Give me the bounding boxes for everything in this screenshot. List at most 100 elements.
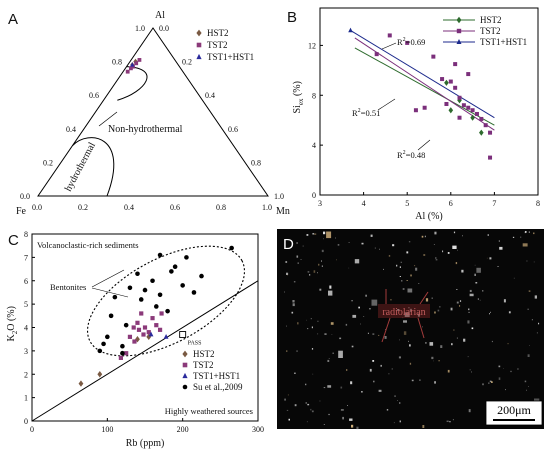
bentonites-pointer-1: [91, 269, 125, 288]
tick-right-1: 0.8: [251, 158, 261, 167]
grain: [418, 283, 420, 284]
point-c-3-18: [184, 255, 189, 260]
xtick-label-b-3: 6: [449, 199, 453, 208]
grain: [323, 387, 326, 389]
vertex-al-label: Al: [155, 10, 165, 21]
legend-marker-c-1: [182, 362, 188, 368]
grain: [396, 264, 398, 267]
grain: [482, 290, 484, 292]
grain: [489, 257, 492, 260]
grain: [429, 342, 434, 346]
tick-left-4: 0.8: [112, 58, 122, 67]
ytick-label-c-8: 8: [24, 230, 28, 239]
tick-right-0: 1.0: [274, 192, 284, 201]
grain: [380, 364, 382, 367]
grain: [318, 263, 320, 266]
point-b-1-14: [488, 130, 493, 135]
grain: [414, 265, 416, 267]
grain: [435, 257, 437, 259]
point-tst2-0: [125, 69, 130, 74]
grain: [507, 343, 509, 345]
grain: [437, 309, 440, 312]
r2-value-0: =0.69: [406, 37, 426, 47]
volcanoclastic-label: Volcanoclastic-rich sediments: [37, 240, 139, 250]
legend-label-b-0: HST2: [480, 15, 502, 25]
grain: [522, 243, 528, 247]
grain: [400, 261, 402, 263]
point-b-1-6: [453, 85, 458, 90]
r2-label-2: R2=0.48: [397, 150, 425, 160]
point-c-1-3: [131, 325, 136, 330]
grain: [468, 311, 470, 313]
grain: [531, 319, 533, 321]
grain: [474, 273, 476, 276]
grain: [411, 379, 414, 382]
grain: [398, 356, 401, 359]
scalebar: 200μm: [485, 400, 543, 426]
point-b-1-0: [374, 52, 379, 57]
grain: [528, 290, 531, 292]
grain: [525, 231, 527, 233]
grain: [348, 242, 350, 243]
grain: [297, 322, 299, 325]
ytick-label-c-3: 3: [24, 347, 28, 356]
volcanoclastic-ellipse: [86, 245, 246, 357]
point-b-1-21: [444, 101, 449, 106]
ylabel-b: Siex (%): [292, 81, 305, 113]
grain: [491, 381, 493, 383]
point-b-1-8: [461, 103, 466, 108]
grain: [397, 400, 398, 401]
grain: [536, 332, 538, 334]
radiolarian-label-bg: [378, 304, 430, 318]
grain: [383, 268, 384, 270]
grain: [323, 231, 326, 235]
legend-marker-0: [196, 29, 202, 37]
point-c-1-2: [127, 334, 133, 339]
point-c-3-6: [123, 322, 129, 328]
grain: [293, 281, 296, 283]
tick-right-2: 0.6: [228, 125, 238, 134]
grain: [477, 298, 479, 300]
point-c-0-3: [146, 333, 152, 341]
grain: [469, 293, 474, 297]
xlabel-c: Rb (ppm): [126, 438, 165, 449]
xtick-label-b-1: 4: [362, 199, 366, 208]
grain: [284, 398, 286, 401]
ytick-label-c-2: 2: [24, 370, 28, 379]
grain: [435, 259, 438, 261]
grain: [350, 381, 353, 385]
grain: [310, 408, 312, 411]
grain: [292, 300, 295, 303]
grain: [469, 369, 471, 371]
tick-right-5: 0.0: [159, 24, 169, 33]
grain: [467, 356, 469, 358]
point-c-3-21: [229, 245, 234, 251]
ytick-label-c-1: 1: [24, 394, 28, 403]
grain: [287, 394, 289, 396]
grain: [307, 403, 310, 406]
point-c-0-0: [78, 380, 84, 387]
point-b-2-0: [348, 27, 353, 33]
panel-a: A Al Fe Mn 0.0 1.0 0.0 0.2 0.8 0.2 0.4 0.6 0.4 0.6 0.…: [8, 10, 290, 217]
grain: [330, 322, 334, 325]
grain: [527, 354, 530, 357]
grain: [524, 380, 527, 383]
grain: [327, 385, 332, 388]
point-c-3-1: [101, 341, 106, 347]
r2-value-1: =0.51: [361, 108, 381, 118]
grain: [488, 382, 490, 384]
grain: [384, 336, 387, 339]
point-c-1-11: [159, 311, 164, 316]
point-b-1-2: [405, 40, 410, 45]
grain: [288, 418, 290, 421]
grain: [367, 332, 369, 334]
tick-bottom-3: 0.6: [170, 203, 180, 212]
r2-r-2: R: [397, 150, 403, 160]
grain: [323, 238, 324, 240]
grain: [399, 266, 401, 268]
tick-bottom-5: 1.0: [262, 203, 272, 212]
grain: [312, 233, 315, 235]
grain: [319, 400, 321, 402]
grain: [399, 420, 401, 423]
